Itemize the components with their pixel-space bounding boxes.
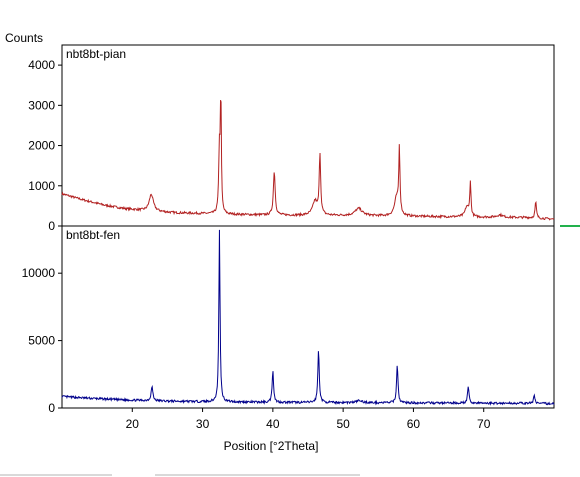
x-tick-label: 20 <box>126 417 140 431</box>
series-label-bottom: bnt8bt-fen <box>66 228 120 242</box>
series-line-nbt8bt-pian <box>61 100 555 221</box>
x-axis-ticks: 20 30 40 50 60 70 <box>126 408 491 431</box>
footer-line-left <box>0 474 112 476</box>
y-tick-label: 1000 <box>28 179 55 193</box>
y-tick-label: 0 <box>48 401 55 415</box>
y-tick-label: 3000 <box>28 98 55 112</box>
top-panel-y-ticks: 0 1000 2000 3000 4000 <box>28 58 62 233</box>
y-tick-label: 10000 <box>22 266 56 280</box>
series-label-top: nbt8bt-pian <box>66 47 126 61</box>
x-tick-label: 40 <box>266 417 280 431</box>
y-tick-label: 4000 <box>28 58 55 72</box>
y-tick-label: 2000 <box>28 139 55 153</box>
footer-line-mid <box>155 474 360 476</box>
y-tick-label: 0 <box>48 219 55 233</box>
x-tick-label: 30 <box>196 417 210 431</box>
y-tick-label: 5000 <box>28 334 55 348</box>
series-line-bnt8bt-fen <box>61 229 555 406</box>
x-axis-title: Position [°2Theta] <box>224 439 319 453</box>
y-axis-title: Counts <box>5 31 43 45</box>
bottom-panel-y-ticks: 0 5000 10000 <box>22 266 62 415</box>
x-tick-label: 70 <box>477 417 491 431</box>
x-tick-label: 50 <box>336 417 350 431</box>
x-tick-label: 60 <box>407 417 421 431</box>
panel-split-handle[interactable] <box>560 225 580 227</box>
